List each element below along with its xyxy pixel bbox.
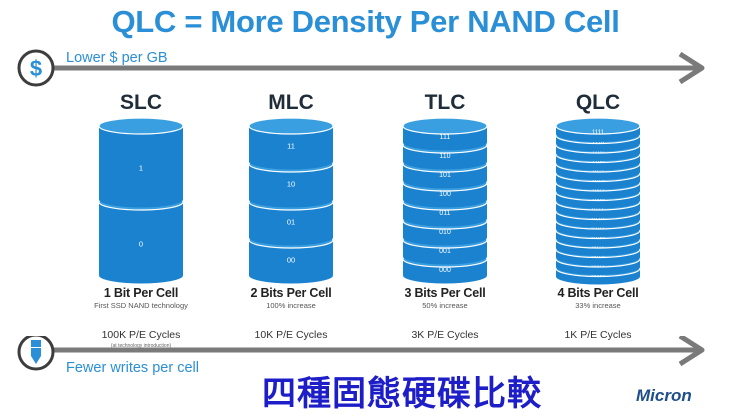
bit-pattern-label: 1100 [592,158,606,164]
cost-arrow: $ Lower $ per GB [0,48,731,88]
cycles-note: (at technology introduction) [110,343,172,349]
bit-pattern-label: 0101 [591,225,605,231]
bit-pattern-label: 0110 [592,215,606,221]
cell-stack-graphic: 00 01 10 11 [248,117,334,284]
column-tlc: TLC 000 001 010 011 100 101 110 111 3 Bits Per … [370,90,520,341]
cell-layer: 11 [248,117,334,170]
bit-pattern-label: 0001 [591,263,605,269]
bits-per-cell: 4 Bits Per Cell [557,286,639,300]
bit-pattern-label: 1101 [592,149,606,155]
pe-cycles: 3K P/E Cycles [411,329,479,341]
bits-per-cell: 2 Bits Per Cell [250,286,332,300]
bits-per-cell: 1 Bit Per Cell [103,286,179,300]
bit-pattern-label: 11 [287,142,295,151]
cell-stack: 00 01 10 11 [216,117,366,284]
bit-pattern-label: 110 [439,153,450,160]
cell-layer: 1111 [555,117,641,142]
bit-pattern-label: 111 [440,134,451,141]
pe-cycles: 1K P/E Cycles [564,329,632,341]
bit-pattern-label: 0111 [592,206,605,212]
cost-arrow-label: Lower $ per GB [66,50,168,66]
column-subtitle: 100% increase [266,301,316,310]
bits-per-cell: 3 Bits Per Cell [404,286,486,300]
bit-pattern-label: 0100 [591,234,605,240]
bit-pattern-label: 1001 [591,187,605,193]
column-qlc: QLC 0000 0001 0010 0011 0100 0101 0110 0111 1000… [523,90,673,341]
bit-pattern-label: 0 [139,240,143,249]
bit-pattern-label: 1110 [592,139,605,145]
cell-stack: 0000 0001 0010 0011 0100 0101 0110 0111 1000 1001… [523,117,673,285]
column-name: QLC [575,91,621,114]
bit-pattern-label: 0010 [591,253,605,259]
bit-pattern-label: 00 [287,256,295,265]
bit-pattern-label: 1111 [592,130,605,136]
cell-layer: 1 [98,117,184,208]
bit-pattern-label: 0000 [591,272,605,278]
writes-arrow-label: Fewer writes per cell [66,360,199,376]
bit-pattern-label: 000 [439,267,451,274]
page-title: QLC = More Density Per NAND Cell [111,4,620,39]
pen-icon [31,340,41,364]
micron-logo: Micron [636,386,692,405]
column-subtitle: 33% increase [575,301,621,310]
bit-pattern-label: 10 [287,180,295,189]
bit-pattern-label: 100 [439,191,451,198]
cell-stack-graphic: 000 001 010 011 100 101 110 111 [402,117,488,284]
column-mlc: MLC 00 01 10 11 2 Bits Per Cell 100% increa… [216,90,366,341]
column-name: MLC [268,91,314,114]
pe-cycles: 100K P/E Cycles [101,329,181,341]
column-name: TLC [424,91,466,114]
bit-pattern-label: 011 [439,210,450,217]
dollar-icon: $ [30,56,42,81]
bit-pattern-label: 1 [139,164,143,173]
pe-cycles: 10K P/E Cycles [254,329,328,341]
bit-pattern-label: 0011 [592,244,606,250]
bit-pattern-label: 01 [287,218,295,227]
bit-pattern-label: 1011 [592,168,606,174]
column-name: SLC [120,91,162,114]
column-subtitle: First SSD NAND technology [94,301,188,310]
cell-stack-graphic: 01 [98,117,184,284]
bit-pattern-label: 001 [439,248,451,255]
cell-stack-graphic: 0000 0001 0010 0011 0100 0101 0110 0111 1000 1001… [555,117,641,285]
bit-pattern-label: 1010 [591,177,605,183]
cost-arrow-graphic: $ [17,49,705,87]
bit-pattern-label: 101 [439,172,451,179]
cell-layer: 111 [402,117,488,151]
writes-arrow-graphic [17,336,705,371]
writes-arrow: Fewer writes per cell [0,336,731,376]
bit-pattern-label: 010 [439,229,451,236]
chinese-caption: 四種固態硬碟比較 [262,374,542,414]
column-subtitle: 50% increase [422,301,468,310]
cell-stack: 000 001 010 011 100 101 110 111 [370,117,520,284]
bit-pattern-label: 1000 [591,196,605,202]
